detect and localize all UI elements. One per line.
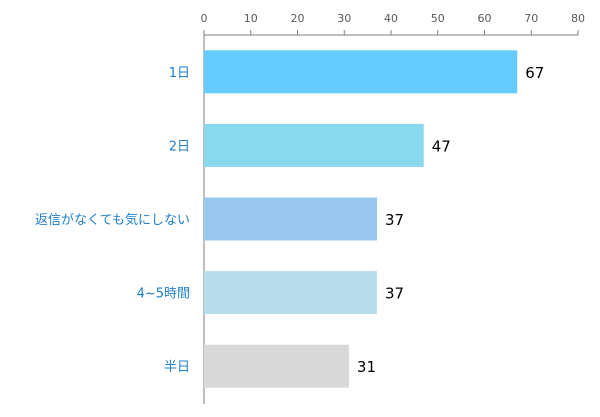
value-label: 37 (385, 211, 404, 229)
bar (204, 197, 377, 241)
x-tick-label: 40 (384, 12, 398, 25)
bar (204, 271, 377, 315)
x-tick-label: 20 (291, 12, 305, 25)
x-tick-label: 0 (201, 12, 208, 25)
category-label: 半日 (164, 360, 190, 375)
x-tick-label: 60 (478, 12, 492, 25)
bars (204, 50, 518, 388)
category-label: 2日 (169, 139, 190, 154)
bar (204, 123, 424, 167)
bar (204, 50, 518, 94)
x-axis: 0 10 20 30 40 50 60 70 80 (201, 12, 585, 404)
x-tick-label: 80 (571, 12, 585, 25)
x-tick-label: 70 (524, 12, 538, 25)
category-label: 4~5時間 (137, 287, 190, 302)
x-tick-label: 30 (337, 12, 351, 25)
value-label: 67 (525, 64, 544, 82)
value-label: 31 (357, 358, 376, 376)
category-label: 1日 (169, 66, 190, 81)
value-label: 37 (385, 285, 404, 303)
bar (204, 344, 349, 388)
value-label: 47 (432, 137, 451, 155)
x-tick-label: 10 (244, 12, 258, 25)
x-tick-label: 50 (431, 12, 445, 25)
value-labels: 67 47 37 37 31 (357, 64, 544, 376)
category-label: 返信がなくても気にしない (35, 212, 190, 228)
